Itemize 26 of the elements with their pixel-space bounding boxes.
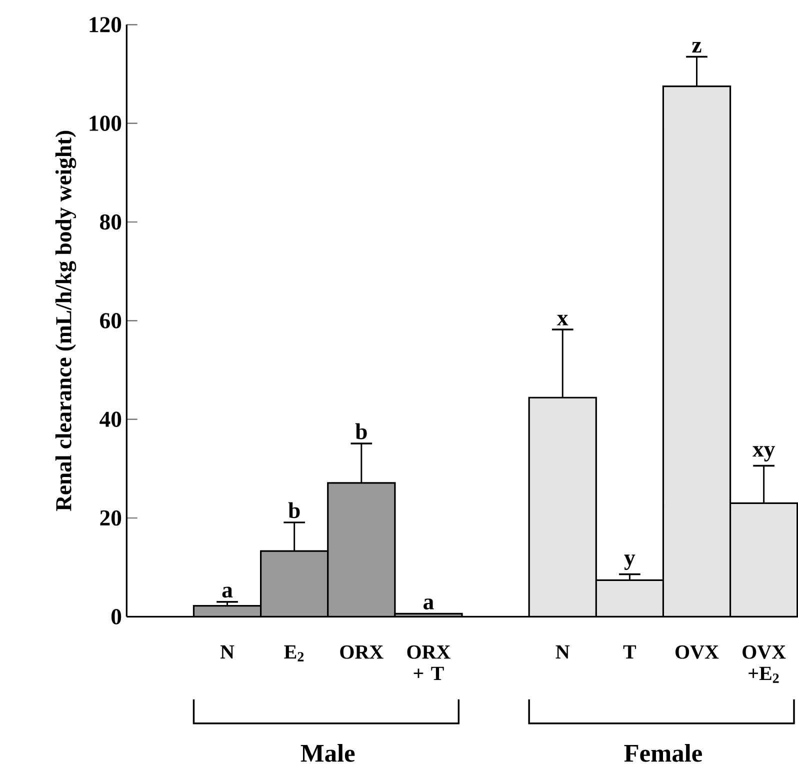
x-tick-label: N <box>556 645 570 658</box>
y-tick-label: 100 <box>90 116 122 131</box>
y-tick-label: 20 <box>100 510 122 526</box>
y-tick-label: 0 <box>111 609 122 624</box>
y-tick-label: 120 <box>90 17 122 32</box>
x-tick-label: N <box>220 645 234 658</box>
annotation: y <box>624 554 636 570</box>
annotation: z <box>692 42 702 52</box>
x-tick-label: OVX +E$_{2}$ <box>742 645 786 683</box>
y-tick-label: 40 <box>100 412 122 427</box>
annotation: a <box>222 586 233 598</box>
y-tick-label: 80 <box>100 214 122 230</box>
x-tick-label: T <box>623 645 636 658</box>
x-tick-label: ORX <box>340 645 384 659</box>
x-tick-label: E$_{2}$ <box>284 645 304 662</box>
x-tick-label: OVX <box>676 645 719 659</box>
annotation: b <box>288 502 300 518</box>
y-axis-title: Renal clearance (mL/h/kg body weight) <box>55 130 76 512</box>
annotation: x <box>557 314 568 326</box>
x-tick-label: ORX + T <box>407 645 450 680</box>
annotation: b <box>355 423 367 440</box>
annotation: xy <box>752 446 775 462</box>
text: Male <box>300 744 355 762</box>
annotation: a <box>424 598 434 610</box>
y-tick-label: 60 <box>100 313 122 328</box>
text: Female <box>624 744 702 762</box>
